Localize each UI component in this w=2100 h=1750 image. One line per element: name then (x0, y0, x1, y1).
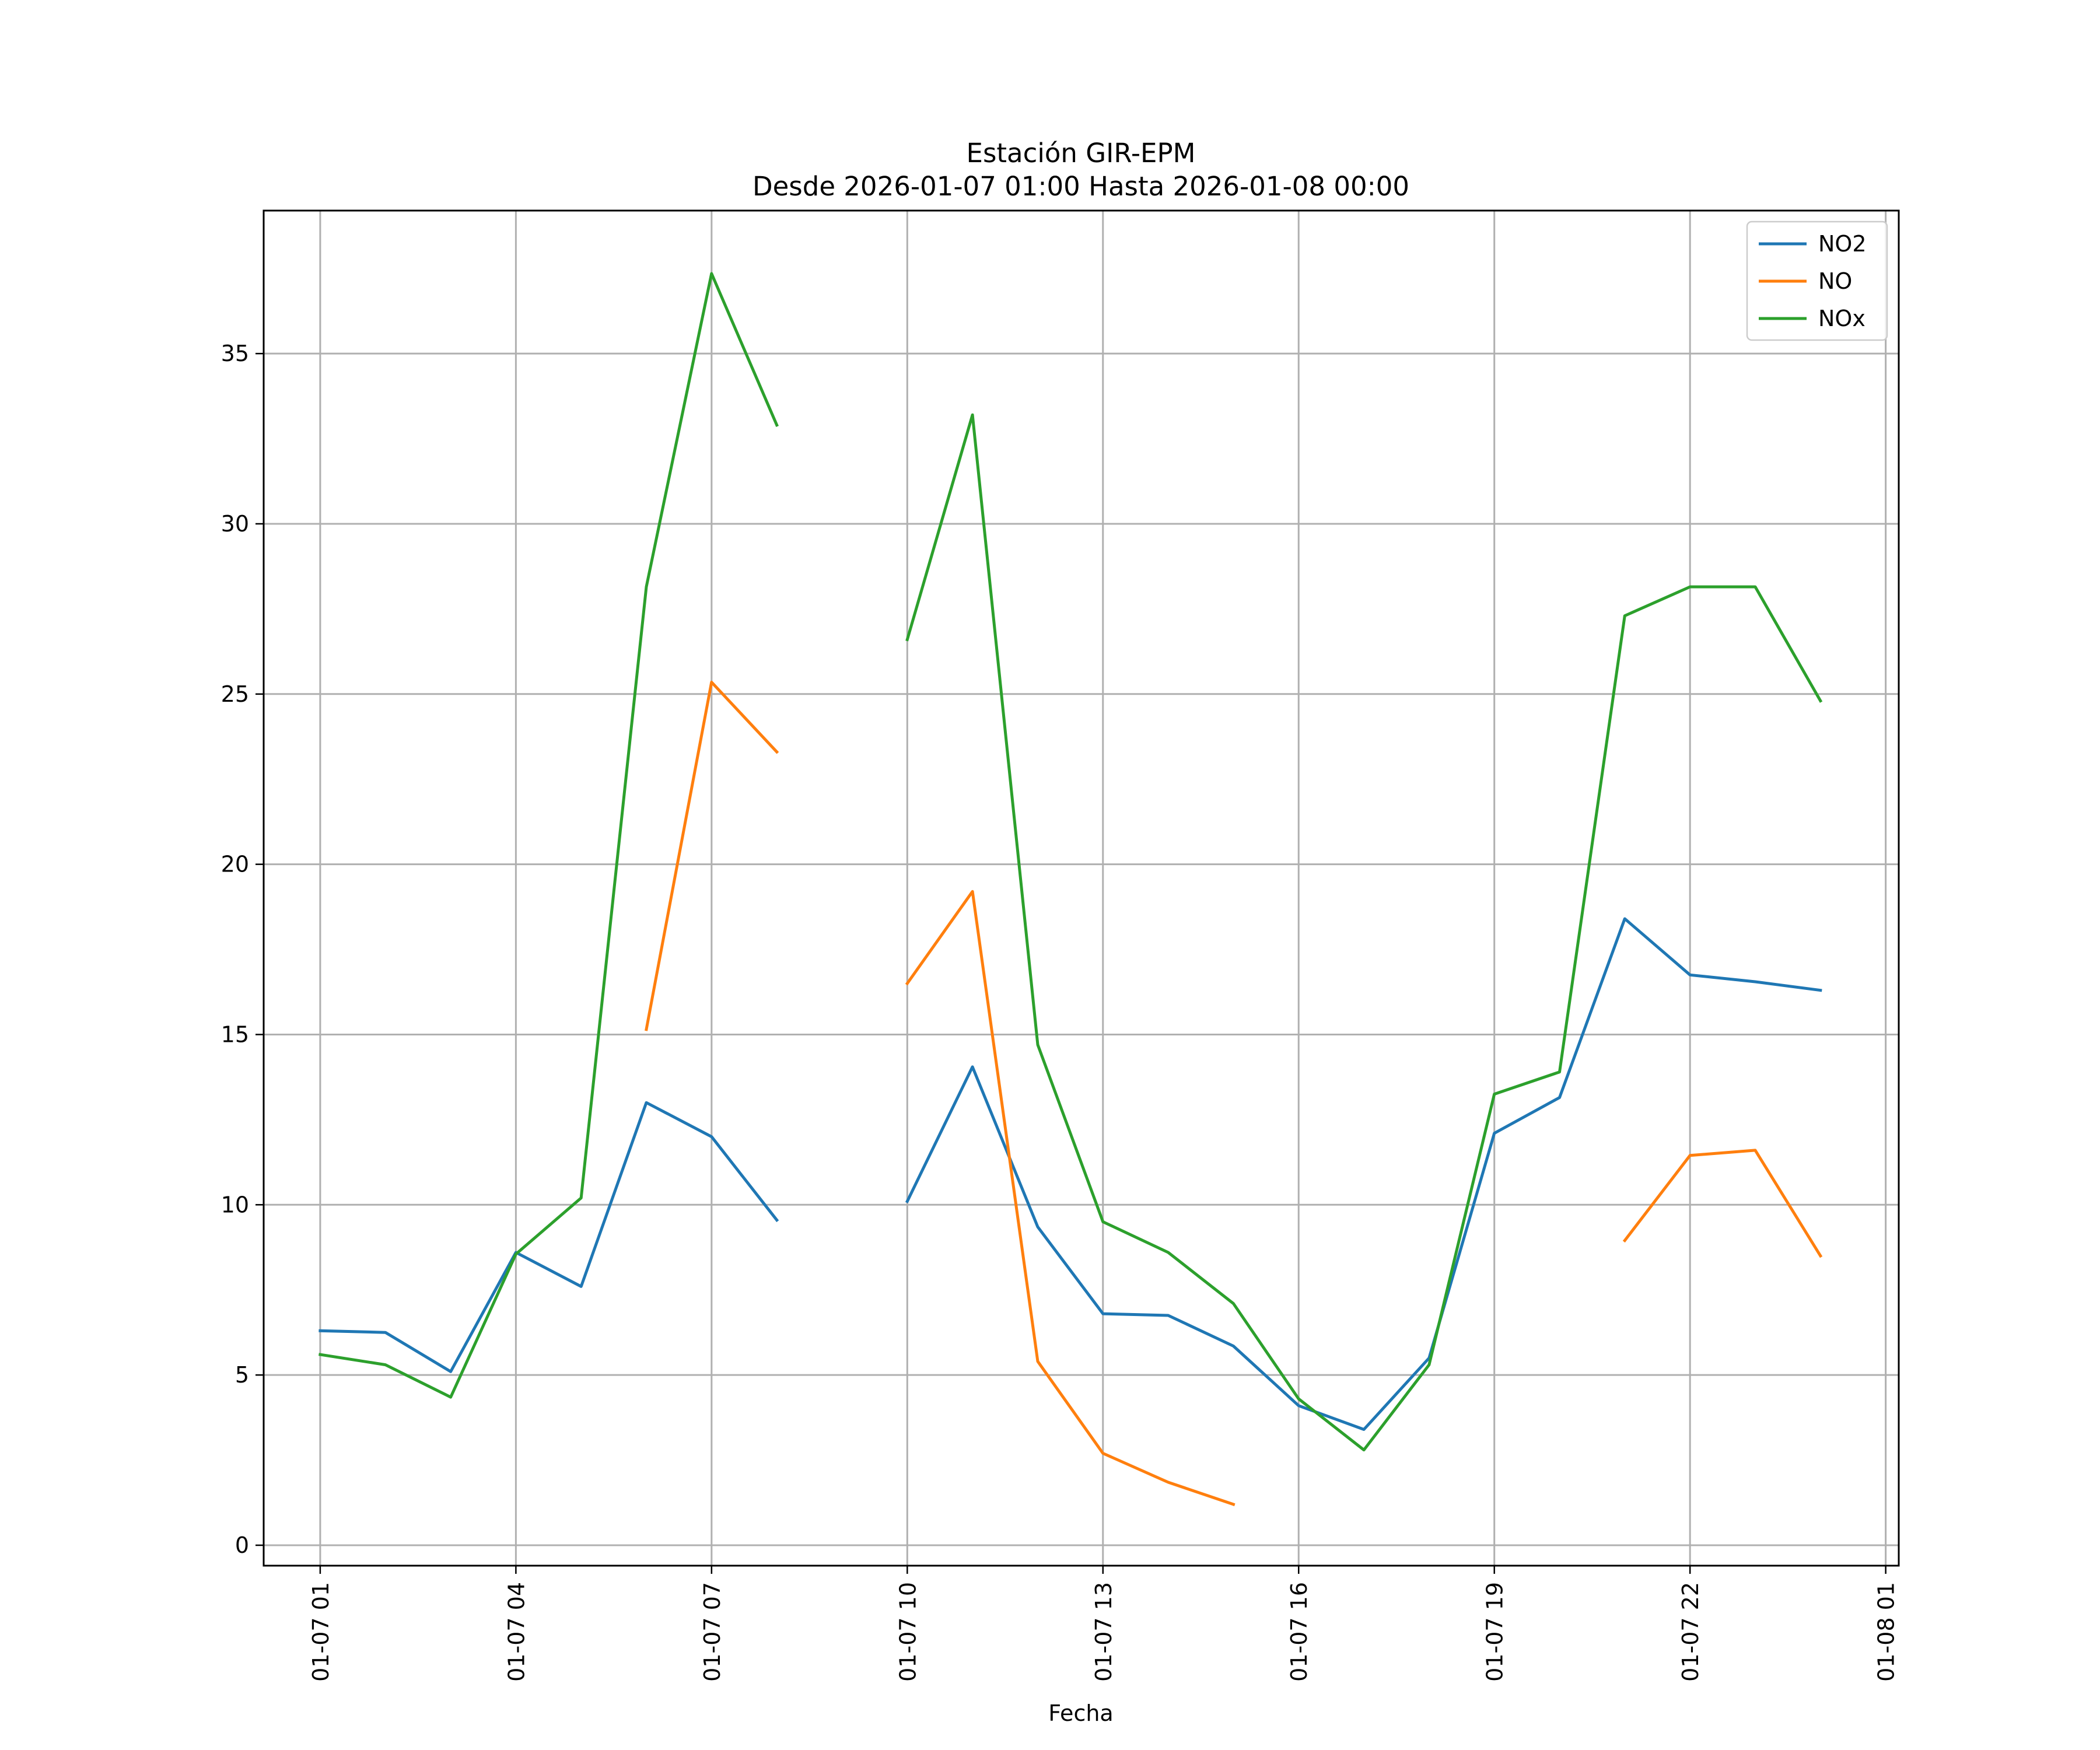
x-tick-label: 01-07 16 (1286, 1582, 1312, 1682)
y-tick-label: 30 (221, 511, 249, 537)
y-tick-label: 15 (221, 1021, 249, 1047)
plot-frame (262, 209, 1900, 1567)
axis-ticks: 0 5 10 15 20 25 30 35 01-07 01 01-07 04 01-07 07 01… (221, 341, 1899, 1682)
legend-label-no: NO (1818, 268, 1852, 294)
x-axis-label: Fecha (1048, 1700, 1113, 1726)
legend: NO2 NO NOx (1746, 220, 1888, 341)
series-line-nox (318, 272, 1823, 1452)
x-tick-label: 01-08 01 (1874, 1582, 1899, 1682)
x-tick-label: 01-07 13 (1091, 1582, 1116, 1682)
series-line-no2 (318, 917, 1822, 1431)
y-tick-label: 0 (235, 1532, 249, 1558)
legend-box (1746, 220, 1888, 341)
series-line-no (645, 680, 1823, 1507)
chart-title: Estación GIR-EPM (967, 138, 1196, 169)
y-tick-label: 5 (235, 1362, 249, 1388)
x-tick-label: 01-07 01 (308, 1582, 334, 1682)
grid (264, 211, 1899, 1566)
y-tick-label: 35 (221, 341, 249, 366)
y-tick-label: 20 (221, 852, 249, 877)
y-tick-label: 10 (221, 1192, 249, 1217)
x-tick-label: 01-07 22 (1678, 1582, 1703, 1682)
legend-label-nox: NOx (1818, 306, 1866, 331)
x-tick-label: 01-07 07 (699, 1582, 725, 1682)
series-lines (318, 272, 1823, 1507)
x-tick-label: 01-07 19 (1482, 1582, 1508, 1682)
chart-subtitle: Desde 2026-01-07 01:00 Hasta 2026-01-08 … (752, 171, 1409, 202)
y-tick-label: 25 (221, 681, 249, 707)
x-tick-label: 01-07 04 (503, 1582, 529, 1682)
x-tick-label: 01-07 10 (895, 1582, 921, 1682)
legend-label-no2: NO2 (1818, 231, 1867, 257)
